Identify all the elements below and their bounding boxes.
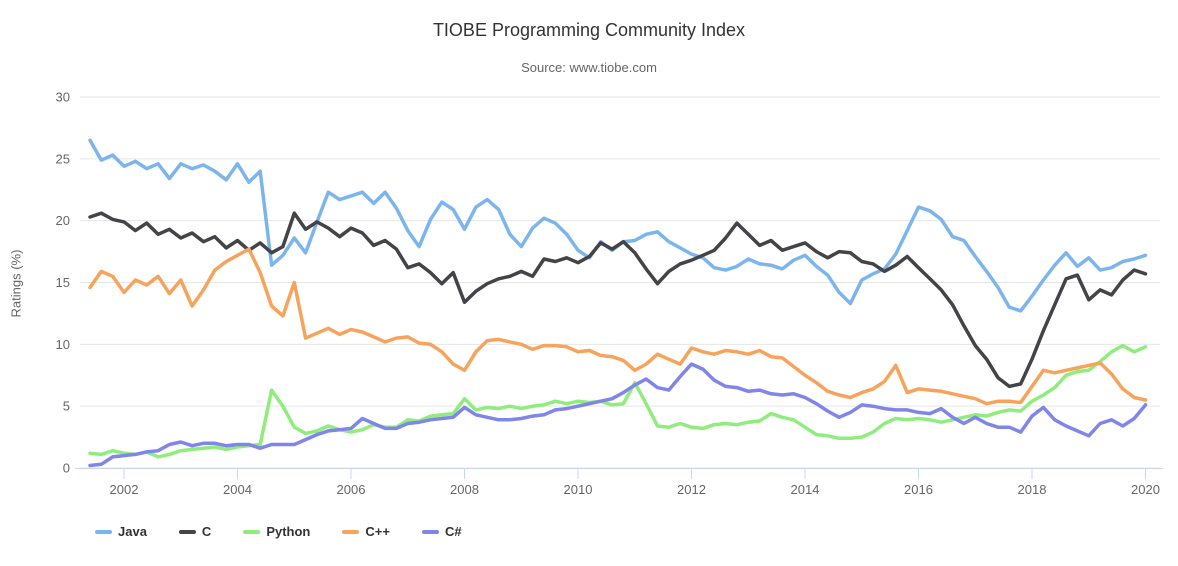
chart-subtitle: Source: www.tiobe.com [521, 60, 657, 75]
legend-marker-java [95, 529, 112, 534]
y-tick-label-15: 15 [56, 275, 70, 290]
legend-label-csharp: C# [444, 524, 462, 539]
chart-legend: Java C Python C++ C# [95, 524, 462, 539]
x-tick-label-2012: 2012 [677, 482, 706, 497]
y-tick-label-25: 25 [56, 151, 70, 166]
series-line-csharp[interactable] [88, 362, 1148, 468]
x-tick-label-2016: 2016 [904, 482, 933, 497]
legend-marker-python [243, 529, 261, 534]
y-tick-label-5: 5 [63, 399, 70, 414]
x-tick-label-2020: 2020 [1131, 482, 1160, 497]
x-tick-label-2014: 2014 [791, 482, 820, 497]
y-tick-label-10: 10 [56, 337, 70, 352]
y-tick-label-0: 0 [63, 461, 70, 476]
x-tick-label-2006: 2006 [337, 482, 366, 497]
legend-label-cpp: C++ [365, 524, 390, 539]
x-tick-label-2018: 2018 [1018, 482, 1047, 497]
legend-marker-c [178, 529, 196, 534]
chart-title: TIOBE Programming Community Index [432, 20, 746, 40]
series-line-python[interactable] [88, 343, 1148, 459]
legend-item-python[interactable]: Python [243, 524, 310, 539]
legend-marker-csharp [421, 529, 439, 534]
y-axis-title: Ratings (%) [8, 249, 24, 318]
series-line-c[interactable] [88, 211, 1148, 389]
y-tick-label-30: 30 [56, 90, 70, 105]
y-tick-label-20: 20 [56, 213, 70, 228]
x-tick-label-2002: 2002 [110, 482, 139, 497]
legend-item-csharp[interactable]: C# [421, 524, 462, 539]
legend-label-python: Python [266, 524, 311, 539]
x-tick-label-2010: 2010 [564, 482, 593, 497]
legend-item-java[interactable]: Java [95, 524, 147, 539]
series-line-cpp[interactable] [88, 247, 1148, 406]
legend-marker-cpp [342, 529, 360, 534]
series-line-java[interactable] [88, 138, 1148, 313]
x-tick-label-2004: 2004 [223, 482, 252, 497]
legend-item-c[interactable]: C [178, 524, 212, 539]
legend-label-java: Java [118, 524, 147, 539]
legend-label-c: C [201, 524, 212, 539]
x-tick-label-2008: 2008 [450, 482, 479, 497]
legend-item-cpp[interactable]: C++ [342, 524, 390, 539]
